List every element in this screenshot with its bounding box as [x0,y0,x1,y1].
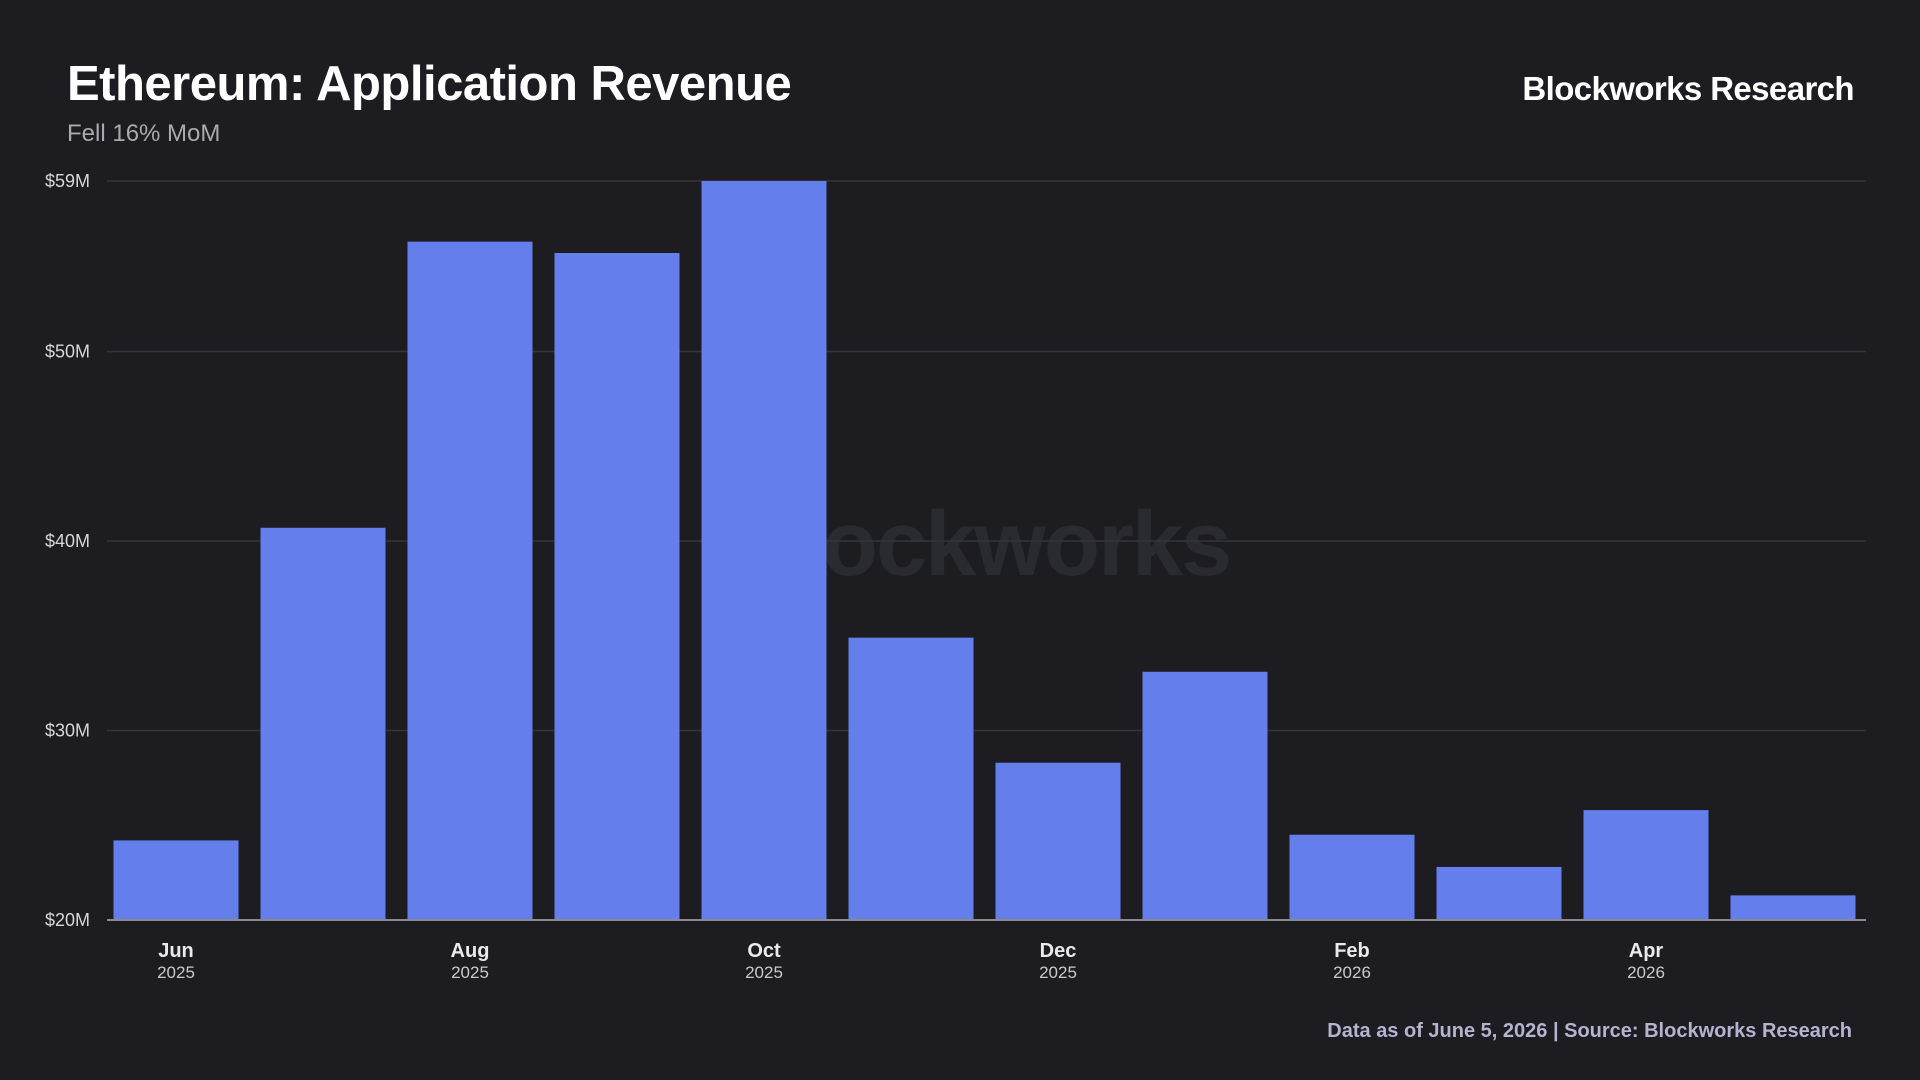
y-tick-label: $30M [45,721,90,741]
y-tick-label: $59M [45,171,90,191]
bar-jan-2026[interactable] [1142,671,1268,920]
x-tick-year: 2026 [1333,963,1371,982]
bar-feb-2026[interactable] [1289,834,1415,920]
x-tick-month: Aug [451,940,490,962]
bar-sep-2025[interactable] [554,253,680,920]
chart-title: Ethereum: Application Revenue [67,57,792,111]
y-tick-label: $20M [45,910,90,930]
bar-apr-2026[interactable] [1583,810,1709,920]
x-tick-month: Oct [747,940,781,962]
x-tick-year: 2025 [1039,963,1077,982]
bar-may-2026[interactable] [1730,895,1856,920]
bar-nov-2025[interactable] [848,637,974,920]
bars [113,181,1856,921]
gridlines [107,180,1866,732]
y-tick-label: $40M [45,531,90,551]
x-tick-year: 2025 [157,963,195,982]
x-tick-year: 2025 [745,963,783,982]
x-tick-month: Jun [158,940,194,962]
bar-mar-2026[interactable] [1436,866,1562,920]
x-tick-month: Apr [1629,940,1664,962]
source-note: Data as of June 5, 2026 | Source: Blockw… [1327,1020,1852,1042]
bar-jul-2025[interactable] [260,527,386,920]
axes: $20M$30M$40M$50M$59MJun2025Aug2025Oct202… [45,171,1866,982]
bar-aug-2025[interactable] [407,241,533,921]
x-tick-month: Dec [1040,940,1077,962]
x-tick-year: 2026 [1627,963,1665,982]
x-tick-month: Feb [1334,940,1370,962]
brand-logo-text: Blockworks Research [1522,70,1854,107]
x-tick-year: 2025 [451,963,489,982]
bar-dec-2025[interactable] [995,762,1121,920]
bar-jun-2025[interactable] [113,840,239,920]
chart-subtitle: Fell 16% MoM [67,120,221,147]
y-tick-label: $50M [45,342,90,362]
bar-oct-2025[interactable] [701,181,827,920]
